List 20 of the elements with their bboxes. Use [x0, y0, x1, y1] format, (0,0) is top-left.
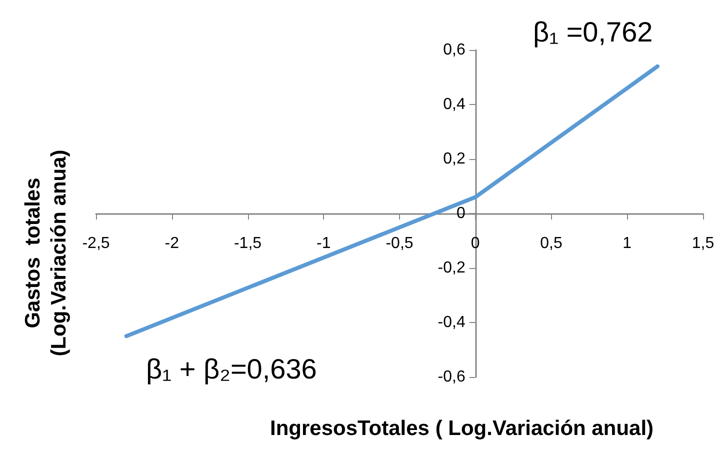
- y-tick-label: -0,2: [438, 260, 466, 276]
- y-tick-label: 0,6: [443, 42, 466, 58]
- y-tick-label: -0,6: [438, 368, 466, 386]
- text: β₁ =0,762: [533, 16, 653, 48]
- annotation: β₁ + β₂=0,636: [146, 354, 317, 384]
- x-tick-label: 0,5: [540, 235, 562, 252]
- y-tick-label: 0,2: [443, 150, 466, 168]
- x-tick-label: 0: [470, 235, 480, 252]
- x-tick-label: -1: [316, 235, 331, 252]
- y-axis-title: Gastos totales (Log.Variación anua): [22, 150, 70, 356]
- x-tick-label: -1,5: [234, 235, 262, 252]
- x-tick-label: 1: [622, 235, 632, 252]
- x-tick-label: -2: [164, 235, 180, 252]
- y-tick-label: -0,4: [438, 314, 466, 331]
- x-tick-label: 1,5: [692, 235, 714, 252]
- x-tick-label: -0,5: [386, 235, 414, 252]
- x-axis-title: IngresosTotales ( Log.Variación anual): [270, 417, 654, 440]
- y-tick-label: 0: [456, 205, 466, 222]
- x-tick-label: -2,5: [82, 235, 110, 252]
- y-tick-label: 0,4: [443, 96, 466, 113]
